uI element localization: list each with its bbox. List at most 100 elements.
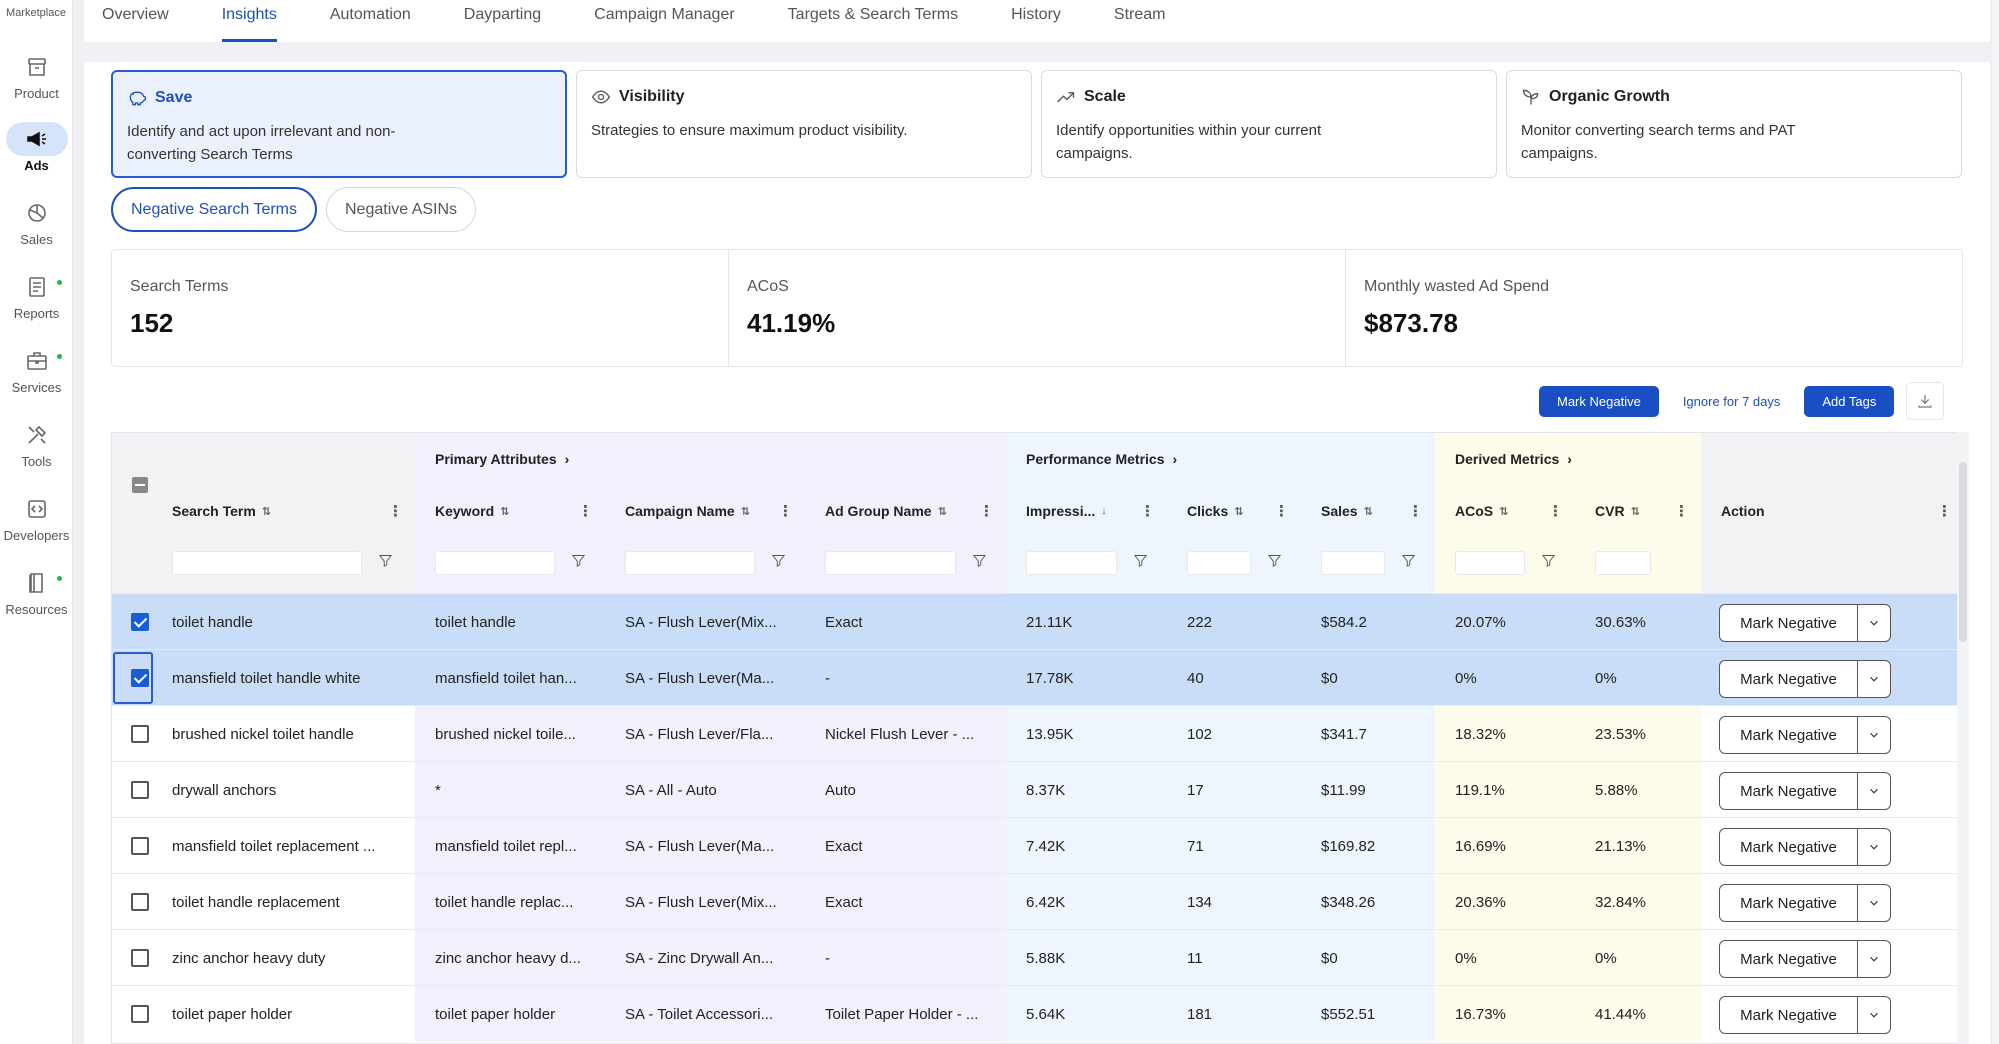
kebab-menu-icon[interactable]: ⋮ <box>778 503 793 520</box>
filter-icon[interactable] <box>1133 553 1149 569</box>
table-scrollbar[interactable] <box>1957 432 1969 1044</box>
filter-icon[interactable] <box>771 553 787 569</box>
row-checkbox[interactable] <box>131 669 149 687</box>
select-all-checkbox[interactable] <box>132 477 148 493</box>
sidebar-item-developers[interactable]: Developers <box>0 492 73 543</box>
mark-negative-button[interactable]: Mark Negative <box>1539 385 1659 417</box>
sort-icon[interactable]: ⇅ <box>1363 505 1373 518</box>
kebab-menu-icon[interactable]: ⋮ <box>1408 503 1423 520</box>
column-filter-input[interactable] <box>625 551 755 575</box>
group-header-primary-attributes[interactable]: Primary Attributes › <box>415 433 1006 485</box>
row-mark-negative-button[interactable]: Mark Negative <box>1720 885 1858 921</box>
kebab-menu-icon[interactable]: ⋮ <box>578 503 593 520</box>
kebab-menu-icon[interactable]: ⋮ <box>388 503 403 520</box>
sort-icon[interactable]: ⇅ <box>740 505 750 518</box>
table-row[interactable]: drywall anchors * SA - All - Auto Auto 8.37K… <box>112 761 1962 818</box>
column-header-sales[interactable]: Sales ⇅ ⋮ <box>1301 485 1435 537</box>
add-tags-button[interactable]: Add Tags <box>1804 385 1895 417</box>
column-header-cvr[interactable]: CVR ⇅ ⋮ <box>1575 485 1701 537</box>
tab-insights[interactable]: Insights <box>221 0 277 42</box>
sidebar-item-sales[interactable]: Sales <box>0 196 73 247</box>
mark-negative-split-button[interactable]: Mark Negative <box>1719 716 1891 754</box>
sidebar-item-product[interactable]: Product <box>0 50 73 101</box>
chevron-down-icon[interactable] <box>1858 885 1890 921</box>
chevron-down-icon[interactable] <box>1858 997 1890 1033</box>
column-header-acos[interactable]: ACoS ⇅ ⋮ <box>1435 485 1575 537</box>
column-header-impressions[interactable]: Impressi... ↓ ⋮ <box>1006 485 1167 537</box>
kebab-menu-icon[interactable]: ⋮ <box>1674 503 1689 520</box>
filter-icon[interactable] <box>378 553 394 569</box>
chevron-down-icon[interactable] <box>1858 773 1890 809</box>
table-row[interactable]: brushed nickel toilet handle brushed nick… <box>112 705 1962 762</box>
sort-icon[interactable]: ⇅ <box>500 505 510 518</box>
table-row[interactable]: mansfield toilet replacement ... mansfiel… <box>112 817 1962 874</box>
row-checkbox[interactable] <box>131 949 149 967</box>
column-header-keyword[interactable]: Keyword ⇅ ⋮ <box>415 485 605 537</box>
filter-icon[interactable] <box>571 553 587 569</box>
row-mark-negative-button[interactable]: Mark Negative <box>1720 661 1858 697</box>
scrollbar-thumb[interactable] <box>1959 462 1967 642</box>
row-checkbox[interactable] <box>131 725 149 743</box>
kebab-menu-icon[interactable]: ⋮ <box>979 503 994 520</box>
marketplace-label[interactable]: Marketplace <box>6 7 66 19</box>
table-row[interactable]: toilet handle replacement toilet handle r… <box>112 873 1962 930</box>
column-filter-input[interactable] <box>1321 551 1385 575</box>
kebab-menu-icon[interactable]: ⋮ <box>1274 503 1289 520</box>
row-mark-negative-button[interactable]: Mark Negative <box>1720 997 1858 1033</box>
sort-icon[interactable]: ↓ <box>1101 505 1107 517</box>
mark-negative-split-button[interactable]: Mark Negative <box>1719 660 1891 698</box>
column-header-ad-group[interactable]: Ad Group Name ⇅ ⋮ <box>805 485 1006 537</box>
column-filter-input[interactable] <box>1187 551 1251 575</box>
column-header-action[interactable]: Action ⋮ <box>1701 485 1962 537</box>
sort-icon[interactable]: ⇅ <box>1499 505 1509 518</box>
kebab-menu-icon[interactable]: ⋮ <box>1140 503 1155 520</box>
download-button[interactable] <box>1906 382 1945 420</box>
filter-icon[interactable] <box>1401 553 1417 569</box>
row-mark-negative-button[interactable]: Mark Negative <box>1720 605 1858 641</box>
strategy-card-organic-growth[interactable]: Organic Growth Monitor converting search… <box>1506 70 1962 178</box>
row-mark-negative-button[interactable]: Mark Negative <box>1720 941 1858 977</box>
chevron-down-icon[interactable] <box>1858 605 1890 641</box>
mark-negative-split-button[interactable]: Mark Negative <box>1719 884 1891 922</box>
strategy-card-visibility[interactable]: Visibility Strategies to ensure maximum … <box>576 70 1032 178</box>
row-checkbox[interactable] <box>131 893 149 911</box>
column-filter-input[interactable] <box>825 551 956 575</box>
kebab-menu-icon[interactable]: ⋮ <box>1548 503 1563 520</box>
page-scrollbar[interactable] <box>1992 0 1999 1044</box>
mark-negative-split-button[interactable]: Mark Negative <box>1719 772 1891 810</box>
sidebar-item-resources[interactable]: Resources <box>0 566 73 617</box>
row-checkbox[interactable] <box>131 613 149 631</box>
tab-targets-search-terms[interactable]: Targets & Search Terms <box>787 6 959 23</box>
ignore-7-days-button[interactable]: Ignore for 7 days <box>1668 385 1795 417</box>
sidebar-item-reports[interactable]: Reports <box>0 270 73 321</box>
sort-icon[interactable]: ⇅ <box>261 505 271 518</box>
filter-icon[interactable] <box>1541 553 1557 569</box>
mark-negative-split-button[interactable]: Mark Negative <box>1719 828 1891 866</box>
column-header-campaign[interactable]: Campaign Name ⇅ ⋮ <box>605 485 805 537</box>
mark-negative-split-button[interactable]: Mark Negative <box>1719 940 1891 978</box>
tab-stream[interactable]: Stream <box>1113 6 1166 23</box>
sidebar-item-ads[interactable]: Ads <box>0 122 73 173</box>
row-checkbox[interactable] <box>131 781 149 799</box>
sidebar-item-services[interactable]: Services <box>0 344 73 395</box>
table-row[interactable]: mansfield toilet handle white mansfield t… <box>112 649 1962 706</box>
table-row[interactable]: toilet paper holder toilet paper holder SA… <box>112 985 1962 1042</box>
group-header-derived-metrics[interactable]: Derived Metrics › <box>1435 433 1701 485</box>
row-mark-negative-button[interactable]: Mark Negative <box>1720 717 1858 753</box>
column-filter-input[interactable] <box>435 551 555 575</box>
column-header-clicks[interactable]: Clicks ⇅ ⋮ <box>1167 485 1301 537</box>
chevron-down-icon[interactable] <box>1858 941 1890 977</box>
filter-icon[interactable] <box>972 553 988 569</box>
chevron-down-icon[interactable] <box>1858 829 1890 865</box>
column-filter-input[interactable] <box>1026 551 1117 575</box>
sort-icon[interactable]: ⇅ <box>1234 505 1244 518</box>
column-filter-input[interactable] <box>1595 551 1651 575</box>
column-filter-input[interactable] <box>1455 551 1525 575</box>
row-mark-negative-button[interactable]: Mark Negative <box>1720 773 1858 809</box>
sort-icon[interactable]: ⇅ <box>937 505 947 518</box>
sidebar-item-tools[interactable]: Tools <box>0 418 73 469</box>
table-row[interactable]: toilet handle toilet handle SA - Flush Lev… <box>112 593 1962 650</box>
row-checkbox[interactable] <box>131 837 149 855</box>
tab-history[interactable]: History <box>1011 6 1061 23</box>
mark-negative-split-button[interactable]: Mark Negative <box>1719 996 1891 1034</box>
